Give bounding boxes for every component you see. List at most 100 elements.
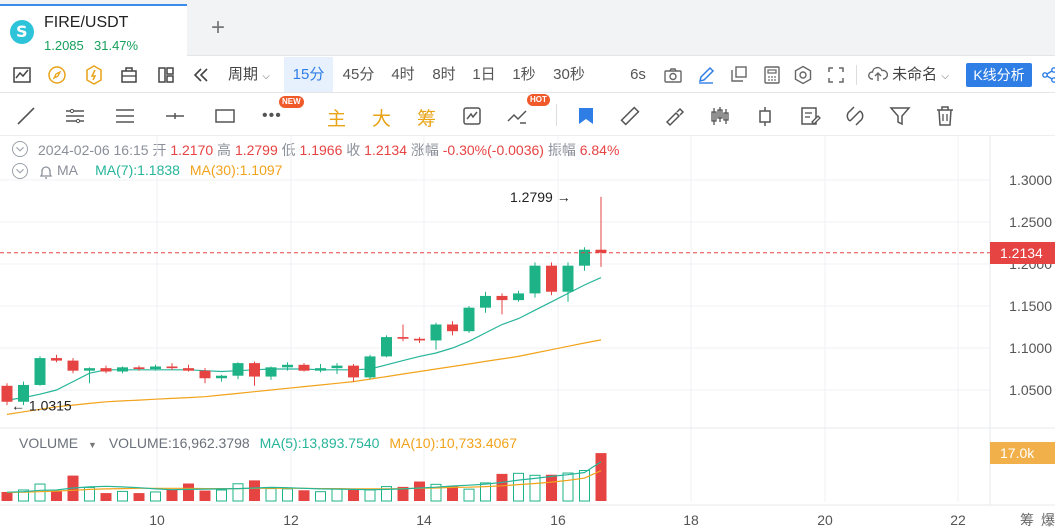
lightning-icon[interactable]	[84, 65, 104, 85]
volume-bar	[430, 483, 442, 502]
settings-icon[interactable]	[793, 65, 813, 85]
volume-axis-tag: 17.0k	[990, 442, 1055, 464]
volume-bar	[133, 493, 145, 501]
candle-body	[331, 365, 343, 369]
candle-body	[67, 360, 79, 371]
volume-bar	[199, 490, 211, 501]
collapse-ma-icon[interactable]	[12, 163, 28, 179]
bookmark-flag-icon[interactable]	[575, 105, 597, 127]
candle-body	[133, 367, 145, 369]
pencil-icon[interactable]	[696, 65, 716, 85]
kline-analysis-button[interactable]: K线分析	[966, 63, 1032, 87]
candlestick-icon[interactable]	[709, 105, 731, 127]
time-tick-label: 20	[817, 512, 833, 528]
symbol-price: 1.2085	[44, 38, 84, 53]
candle-body	[546, 265, 557, 292]
volume-bar	[249, 480, 260, 501]
calculator-icon[interactable]	[762, 65, 782, 85]
change-value: -0.30%(-0.0036)	[442, 142, 544, 158]
candle-body	[100, 368, 112, 372]
ma7-line	[6, 277, 602, 401]
volume-bar	[513, 472, 524, 502]
rewind-icon[interactable]	[191, 65, 211, 85]
volume-bar	[397, 486, 409, 501]
note-icon[interactable]	[729, 65, 749, 85]
layout-name-dropdown[interactable]: 未命名 ⌵	[868, 57, 949, 93]
candle-body	[463, 307, 475, 332]
edit-note-icon[interactable]	[799, 105, 821, 127]
compass-icon[interactable]	[47, 65, 67, 85]
volume-bar	[529, 474, 541, 502]
timeframe-1d[interactable]: 1日	[472, 66, 496, 83]
volume-bar	[496, 473, 508, 501]
timeframe-30s[interactable]: 30秒	[553, 66, 585, 83]
volume-bar	[562, 472, 574, 502]
main-force-tool[interactable]: 主	[327, 108, 347, 130]
volume-bar	[18, 489, 29, 502]
rectangle-icon[interactable]	[214, 105, 236, 127]
auto-pattern-icon[interactable]	[461, 105, 483, 127]
volume-ma5: MA(5):13,893.7540	[259, 435, 380, 451]
single-candle-icon[interactable]	[754, 105, 776, 127]
plus-icon: +	[210, 14, 225, 41]
fullscreen-icon[interactable]	[826, 65, 846, 85]
drawbar-divider	[556, 104, 557, 126]
volume-bar	[315, 491, 326, 502]
volume-bar	[447, 486, 458, 501]
share-icon[interactable]	[1040, 65, 1055, 85]
volume-value: VOLUME:16,962.3798	[108, 435, 250, 451]
portfolio-icon[interactable]	[119, 65, 139, 85]
timeframe-4h[interactable]: 4时	[391, 66, 415, 83]
more-tools-icon[interactable]: •••	[262, 107, 282, 124]
parallel-channel-icon[interactable]	[114, 105, 136, 127]
candle-body	[529, 265, 541, 294]
chip-distribution-tool[interactable]: 筹	[417, 108, 437, 130]
timeframe-1s[interactable]: 1秒	[512, 66, 536, 83]
ma-label: MA	[57, 162, 78, 178]
open-label: 开	[152, 142, 167, 158]
refresh-interval[interactable]: 6s	[630, 66, 646, 83]
volume-row: VOLUME ▼ VOLUME:16,962.3798 MA(5):13,893…	[19, 435, 517, 451]
horizontal-lines-icon[interactable]	[64, 105, 86, 127]
candle-body	[199, 370, 211, 379]
add-tab-button[interactable]: +	[204, 14, 232, 42]
big-order-tool[interactable]: 大	[372, 108, 392, 130]
layout-icon[interactable]	[156, 65, 176, 85]
low-value: 1.1966	[299, 142, 343, 158]
price-tick-label: 1.1500	[1009, 298, 1052, 314]
timeframe-45m[interactable]: 45分	[342, 66, 375, 83]
candle-body	[265, 367, 277, 377]
candle-body	[513, 293, 524, 301]
volume-bar	[183, 483, 194, 501]
chevron-down-icon[interactable]: ▼	[88, 440, 97, 450]
volume-bar	[150, 491, 161, 502]
bell-icon[interactable]	[38, 164, 54, 180]
volume-bar	[595, 453, 607, 501]
filter-icon[interactable]	[889, 105, 911, 127]
close-label: 收	[346, 142, 361, 158]
ruler-icon[interactable]	[619, 105, 641, 127]
signal-scan-icon[interactable]	[506, 105, 528, 127]
close-value: 1.2134	[364, 142, 407, 158]
candle-body	[397, 337, 409, 339]
trend-line-icon[interactable]	[15, 105, 37, 127]
timeframe-15m[interactable]: 15分	[284, 57, 333, 92]
magnet-icon[interactable]	[844, 105, 866, 127]
volume-label: VOLUME	[19, 435, 79, 451]
candle-body	[249, 363, 260, 377]
chart-type-icon[interactable]	[12, 65, 32, 85]
period-dropdown[interactable]: 周期 ⌵	[228, 57, 270, 93]
high-label: 高	[217, 142, 232, 158]
price-tick-label: 1.1000	[1009, 340, 1052, 356]
candle-body	[282, 364, 293, 368]
trash-icon[interactable]	[934, 105, 956, 127]
horizontal-ray-icon[interactable]	[164, 105, 186, 127]
collapse-ohlc-icon[interactable]	[12, 141, 28, 157]
camera-icon[interactable]	[663, 65, 683, 85]
symbol-tab[interactable]: FIRE/USDT 1.2085 31.47%	[0, 4, 187, 56]
ma30-value: MA(30):1.1097	[189, 162, 283, 178]
brush-icon[interactable]	[664, 105, 686, 127]
candle-body	[480, 295, 491, 308]
timeframe-8h[interactable]: 8时	[432, 66, 456, 83]
